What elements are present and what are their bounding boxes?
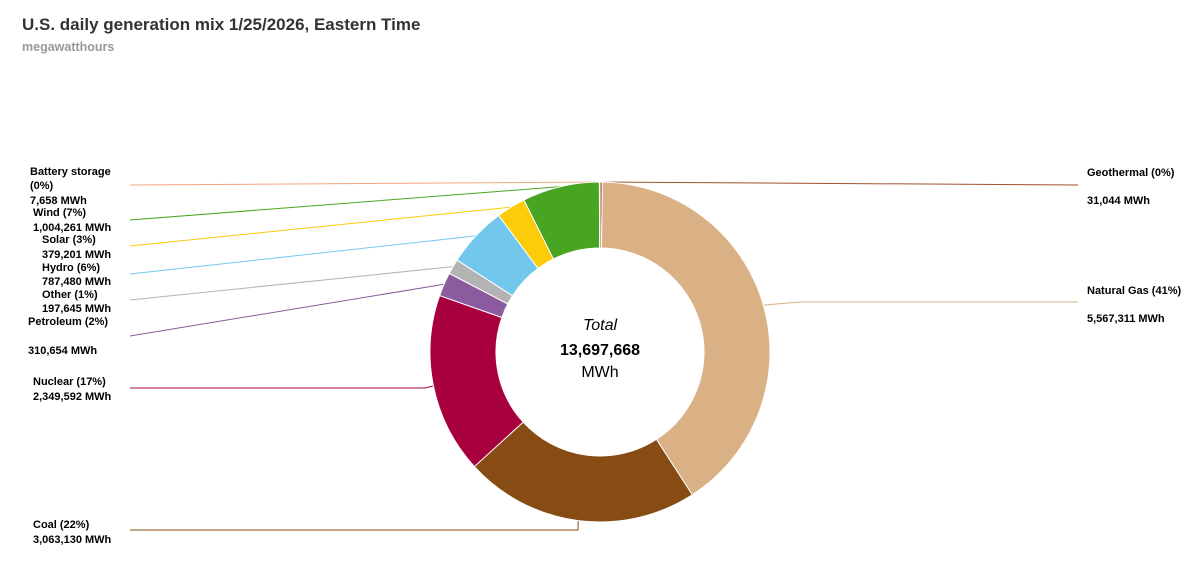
- slice-value-label-coal: 3,063,130 MWh: [33, 534, 112, 546]
- leader-line-solar: [129, 206, 512, 247]
- slice-label-hydro: Hydro (6%): [42, 262, 100, 274]
- slice-label-natural-gas: Natural Gas (41%): [1087, 285, 1181, 297]
- leader-line-wind: [129, 186, 561, 221]
- slice-label-other: Other (1%): [42, 289, 98, 301]
- slice-value-label-hydro: 787,480 MWh: [42, 276, 111, 288]
- leader-line-natural-gas: [763, 301, 1078, 306]
- center-total-value: 13,697,668: [560, 342, 640, 359]
- leader-line-coal: [130, 520, 579, 531]
- leader-line-other: [129, 266, 454, 301]
- slice-label-solar: Solar (3%): [42, 234, 96, 246]
- slice-value-label-petroleum: 310,654 MWh: [28, 345, 97, 357]
- slice-value-label-geothermal: 31,044 MWh: [1087, 195, 1150, 207]
- slice-label-coal: Coal (22%): [33, 519, 90, 531]
- slice-natural-gas[interactable]: [600, 181, 771, 496]
- slice-value-label-nuclear: 2,349,592 MWh: [33, 391, 112, 403]
- slice-value-label-other: 197,645 MWh: [42, 303, 111, 315]
- leader-line-nuclear: [130, 385, 434, 389]
- slice-label-geothermal: Geothermal (0%): [1087, 167, 1175, 179]
- slice-label-nuclear: Nuclear (17%): [33, 376, 106, 388]
- donut-slices: [429, 181, 771, 523]
- chart-subtitle: megawatthours: [22, 40, 114, 54]
- slice-label-battery-storage: Battery storage (0%): [30, 166, 111, 192]
- center-total-unit: MWh: [581, 364, 618, 381]
- leader-line-battery-storage: [129, 181, 600, 186]
- chart-title: U.S. daily generation mix 1/25/2026, Eas…: [22, 15, 420, 34]
- slice-label-wind: Wind (7%): [33, 207, 86, 219]
- slice-value-label-natural-gas: 5,567,311 MWh: [1087, 313, 1165, 325]
- slice-label-petroleum: Petroleum (2%): [28, 316, 108, 328]
- slice-value-label-solar: 379,201 MWh: [42, 249, 111, 261]
- slice-labels: Geothermal (0%) 31,044 MWh Natural Gas (41…: [28, 166, 1181, 546]
- slice-value-label-battery-storage: 7,658 MWh: [30, 195, 87, 207]
- leader-lines: [129, 181, 1079, 531]
- slice-battery-storage[interactable]: [598, 181, 601, 249]
- slice-value-label-wind: 1,004,261 MWh: [33, 222, 112, 234]
- leader-line-petroleum: [129, 283, 445, 337]
- leader-line-hydro: [129, 235, 476, 275]
- center-total-label: Total: [583, 317, 618, 334]
- leader-line-geothermal: [601, 181, 1079, 186]
